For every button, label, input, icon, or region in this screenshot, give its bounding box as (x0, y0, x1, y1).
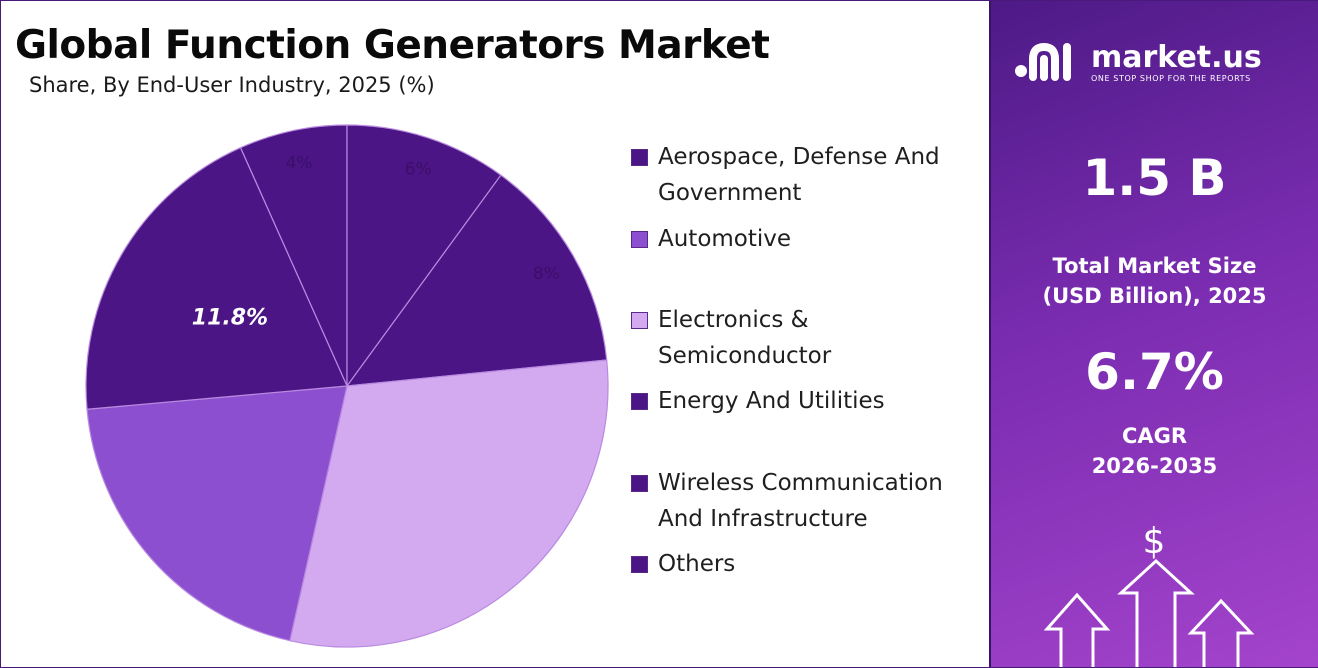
cagr-label-line1: CAGR (1121, 424, 1188, 448)
dollar-icon: $ (1143, 521, 1166, 562)
cagr-value: 6.7% (1085, 343, 1224, 401)
legend-item-energy: Energy And Utilities (631, 383, 885, 419)
pie-slice-wireless (346, 124, 502, 388)
pie-label-aerospace: 11.8% (192, 305, 268, 330)
brand-name: market.us (1091, 39, 1262, 75)
legend-label-electronics: Electronics & Semiconductor (658, 307, 832, 369)
growth-arrows-icon: $ (1043, 521, 1255, 667)
stats-panel: market.us ONE STOP SHOP FOR THE REPORTS … (989, 1, 1318, 667)
brand-logo: market.us ONE STOP SHOP FOR THE REPORTS (1013, 37, 1262, 87)
legend-swatch-energy (631, 393, 648, 410)
brand-tagline: ONE STOP SHOP FOR THE REPORTS (1091, 73, 1251, 83)
legend-item-aerospace: Aerospace, Defense And Government (631, 139, 978, 211)
pie-slice-electronics (289, 359, 609, 648)
pie-slice-energy (345, 174, 608, 387)
legend-label-automotive: Automotive (658, 226, 792, 252)
market-size-value: 1.5 B (1082, 149, 1227, 207)
market-size-label-line1: Total Market Size (1052, 254, 1257, 278)
pie-label-energy: 8% (533, 264, 560, 284)
legend-label-wireless: Wireless Communication And Infrastructur… (658, 470, 943, 532)
pie-label-others: 4% (286, 153, 313, 173)
chart-panel: Global Function Generators Market Share,… (1, 1, 989, 667)
legend-item-electronics: Electronics & Semiconductor (631, 302, 978, 374)
legend-item-wireless: Wireless Communication And Infrastructur… (631, 465, 978, 537)
legend-swatch-automotive (631, 231, 648, 248)
legend-label-aerospace: Aerospace, Defense And Government (658, 144, 940, 206)
legend-item-automotive: Automotive (631, 221, 791, 257)
chart-subtitle: Share, By End-User Industry, 2025 (%) (29, 73, 435, 97)
pie-slice-automotive (86, 385, 348, 642)
legend-label-energy: Energy And Utilities (658, 388, 885, 414)
legend-swatch-wireless (631, 475, 648, 492)
legend-label-others: Others (658, 551, 736, 577)
legend-swatch-others (631, 556, 648, 573)
pie-label-wireless: 6% (405, 160, 432, 180)
pie-slice-others (239, 124, 348, 387)
legend-item-others: Others (631, 546, 735, 582)
chart-title: Global Function Generators Market (15, 23, 770, 68)
legend-swatch-electronics (631, 312, 648, 329)
market-us-logo-icon (1015, 42, 1071, 81)
pie-slice-aerospace (85, 146, 348, 410)
pie-chart: 4% 6% 8% 11.8% (85, 124, 609, 648)
cagr-label-line2: 2026-2035 (1091, 454, 1218, 478)
market-size-label-line2: (USD Billion), 2025 (1042, 284, 1267, 308)
legend-swatch-aerospace (631, 149, 648, 166)
